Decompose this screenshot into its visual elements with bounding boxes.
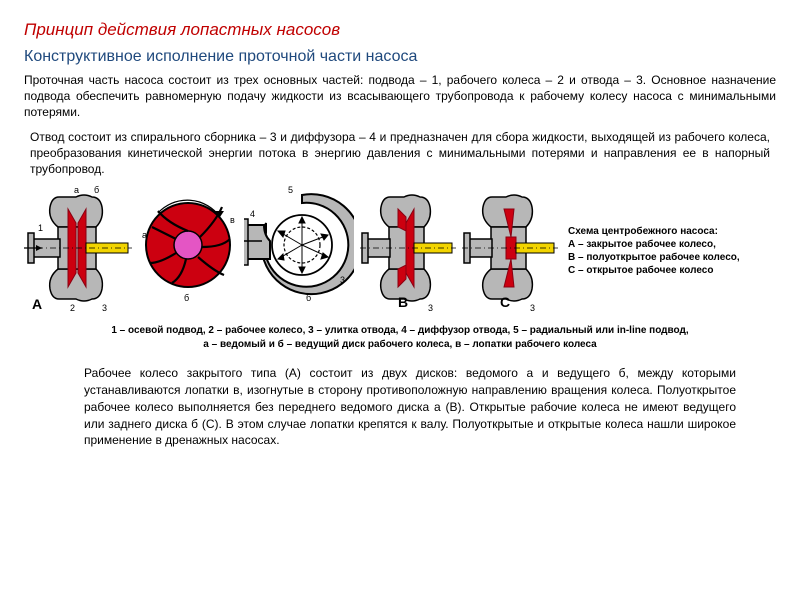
paragraph-2: Отвод состоит из спирального сборника – … (24, 129, 776, 178)
pump-c-svg: 3 С (462, 183, 558, 313)
caption-line-1: 1 – осевой подвод, 2 – рабочее колесо, 3… (111, 325, 688, 336)
diagram-volute: 4 3 б 5 (244, 183, 354, 318)
caption-line-2: а – ведомый и б – ведущий диск рабочего … (203, 339, 596, 350)
diagram-impeller-front: в а б (138, 183, 238, 318)
page-title-main: Принцип действия лопастных насосов (24, 20, 776, 40)
label-2: 2 (70, 303, 75, 313)
diagram-c: 3 С (462, 183, 558, 318)
legend-line-2: А – закрытое рабочее колесо, (568, 238, 776, 251)
pump-a-svg: 1 а б 2 3 А (24, 183, 132, 313)
diagram-a: 1 а б 2 3 А (24, 183, 132, 318)
svg-text:а: а (142, 230, 147, 240)
svg-text:3: 3 (530, 303, 535, 313)
volute-svg: 4 3 б 5 (244, 183, 354, 313)
legend-line-4: С – открытое рабочее колесо (568, 264, 776, 277)
label-a: а (74, 185, 79, 195)
svg-text:3: 3 (340, 275, 345, 285)
pump-b-svg: 3 В (360, 183, 456, 313)
diagram-caption: 1 – осевой подвод, 2 – рабочее колесо, 3… (64, 324, 736, 351)
legend-right: Схема центробежного насоса: А – закрытое… (564, 225, 776, 277)
impeller-front-svg: в а б (138, 183, 238, 313)
legend-line-3: В – полуоткрытое рабочее колесо, (568, 251, 776, 264)
diagram-label-a: А (32, 296, 42, 312)
label-1: 1 (38, 223, 43, 233)
diagram-row: 1 а б 2 3 А (24, 183, 776, 318)
svg-text:б: б (306, 293, 311, 303)
svg-text:в: в (230, 215, 235, 225)
label-3: 3 (102, 303, 107, 313)
label-b: б (94, 185, 99, 195)
svg-text:5: 5 (288, 185, 293, 195)
diagram-label-b: В (398, 294, 408, 310)
svg-text:3: 3 (428, 303, 433, 313)
svg-text:4: 4 (250, 209, 255, 219)
svg-text:б: б (184, 293, 189, 303)
legend-line-1: Схема центробежного насоса: (568, 225, 776, 238)
paragraph-bottom: Рабочее колесо закрытого типа (А) состои… (84, 365, 736, 449)
diagram-b: 3 В (360, 183, 456, 318)
paragraph-1: Проточная часть насоса состоит из трех о… (24, 72, 776, 121)
page-title-sub: Конструктивное исполнение проточной част… (24, 48, 776, 66)
diagram-label-c: С (500, 294, 510, 310)
